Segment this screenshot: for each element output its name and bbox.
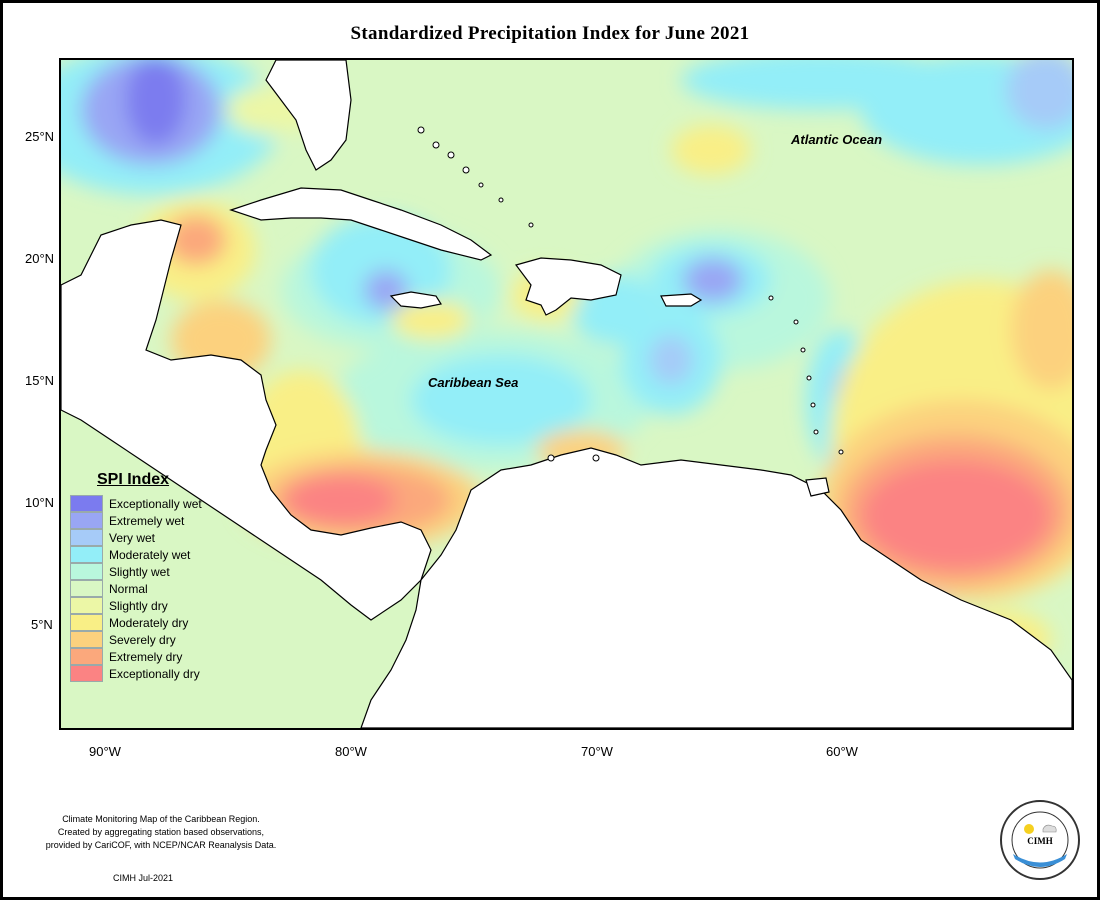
lat-label: 25°N — [25, 129, 55, 144]
legend-item: Slightly dry — [70, 597, 220, 614]
legend-swatch — [70, 495, 103, 512]
credits-line: Created by aggregating station based obs… — [57, 827, 265, 837]
puerto-rico — [660, 293, 703, 307]
legend-label: Extremely dry — [109, 649, 183, 664]
spi-map: Atlantic Ocean Caribbean Sea — [59, 58, 1074, 730]
legend-swatch — [70, 648, 103, 665]
legend-item: Very wet — [70, 529, 220, 546]
sun-icon — [1024, 824, 1034, 834]
cimh-logo: CIMH — [999, 799, 1081, 881]
cimh-logo-svg: CIMH — [1000, 800, 1080, 880]
legend-item: Slightly wet — [70, 563, 220, 580]
atlantic-ocean-label: Atlantic Ocean — [790, 132, 882, 147]
central-america — [61, 219, 432, 621]
lat-label: 20°N — [25, 251, 55, 266]
map-title: Standardized Precipitation Index for Jun… — [350, 23, 750, 44]
legend-swatch — [70, 563, 103, 580]
legend-swatch — [70, 631, 103, 648]
lon-label: 70°W — [581, 744, 613, 759]
legend-item: Extremely wet — [70, 512, 220, 529]
legend-label: Normal — [109, 581, 148, 596]
lat-label: 5°N — [31, 617, 53, 632]
legend-item: Moderately wet — [70, 546, 220, 563]
legend-swatch — [70, 597, 103, 614]
lon-label: 80°W — [335, 744, 367, 759]
legend-swatch — [70, 614, 103, 631]
logo-text: CIMH — [1027, 836, 1053, 846]
caribbean-sea-label: Caribbean Sea — [428, 375, 518, 390]
legend-swatch — [70, 665, 103, 682]
lat-label: 15°N — [25, 373, 55, 388]
spi-map-svg: Atlantic Ocean Caribbean Sea — [61, 60, 1072, 728]
legend-item: Normal — [70, 580, 220, 597]
legend-label: Moderately wet — [109, 547, 191, 562]
legend-item: Extremely dry — [70, 648, 220, 665]
legend-title: SPI Index — [97, 471, 170, 488]
south-america — [360, 447, 1072, 728]
florida — [265, 60, 352, 171]
hispaniola — [514, 257, 622, 316]
legend-item: Exceptionally dry — [70, 665, 220, 682]
legend-label: Slightly wet — [109, 564, 170, 579]
water-icon — [1013, 854, 1067, 867]
cloud-icon — [1042, 824, 1057, 833]
legend-label: Extremely wet — [109, 513, 185, 528]
jamaica — [389, 291, 442, 309]
spi-legend: SPI Index Exceptionally wet Extremely wet… — [70, 471, 220, 682]
lon-label: 90°W — [89, 744, 121, 759]
legend-label: Severely dry — [109, 632, 176, 647]
credits-line: Climate Monitoring Map of the Caribbean … — [62, 814, 260, 824]
land-masses — [61, 60, 1072, 728]
trinidad — [805, 477, 830, 497]
legend-item: Severely dry — [70, 631, 220, 648]
legend-label: Moderately dry — [109, 615, 189, 630]
legend-label: Slightly dry — [109, 598, 168, 613]
legend-swatch — [70, 512, 103, 529]
issue-date: CIMH Jul-2021 — [113, 873, 174, 883]
small-islands — [417, 126, 844, 462]
lon-label: 60°W — [826, 744, 858, 759]
legend-rows: Exceptionally wet Extremely wet Very wet Mo… — [70, 495, 220, 682]
credits: Climate Monitoring Map of the Caribbean … — [31, 813, 291, 852]
lat-label: 10°N — [25, 495, 55, 510]
legend-item: Moderately dry — [70, 614, 220, 631]
legend-item: Exceptionally wet — [70, 495, 220, 512]
legend-swatch — [70, 529, 103, 546]
legend-label: Very wet — [109, 530, 156, 545]
legend-label: Exceptionally wet — [109, 496, 202, 511]
credits-line: provided by CariCOF, with NCEP/NCAR Rean… — [45, 840, 277, 850]
legend-swatch — [70, 546, 103, 563]
legend-label: Exceptionally dry — [109, 666, 200, 681]
cuba — [229, 187, 493, 261]
legend-swatch — [70, 580, 103, 597]
